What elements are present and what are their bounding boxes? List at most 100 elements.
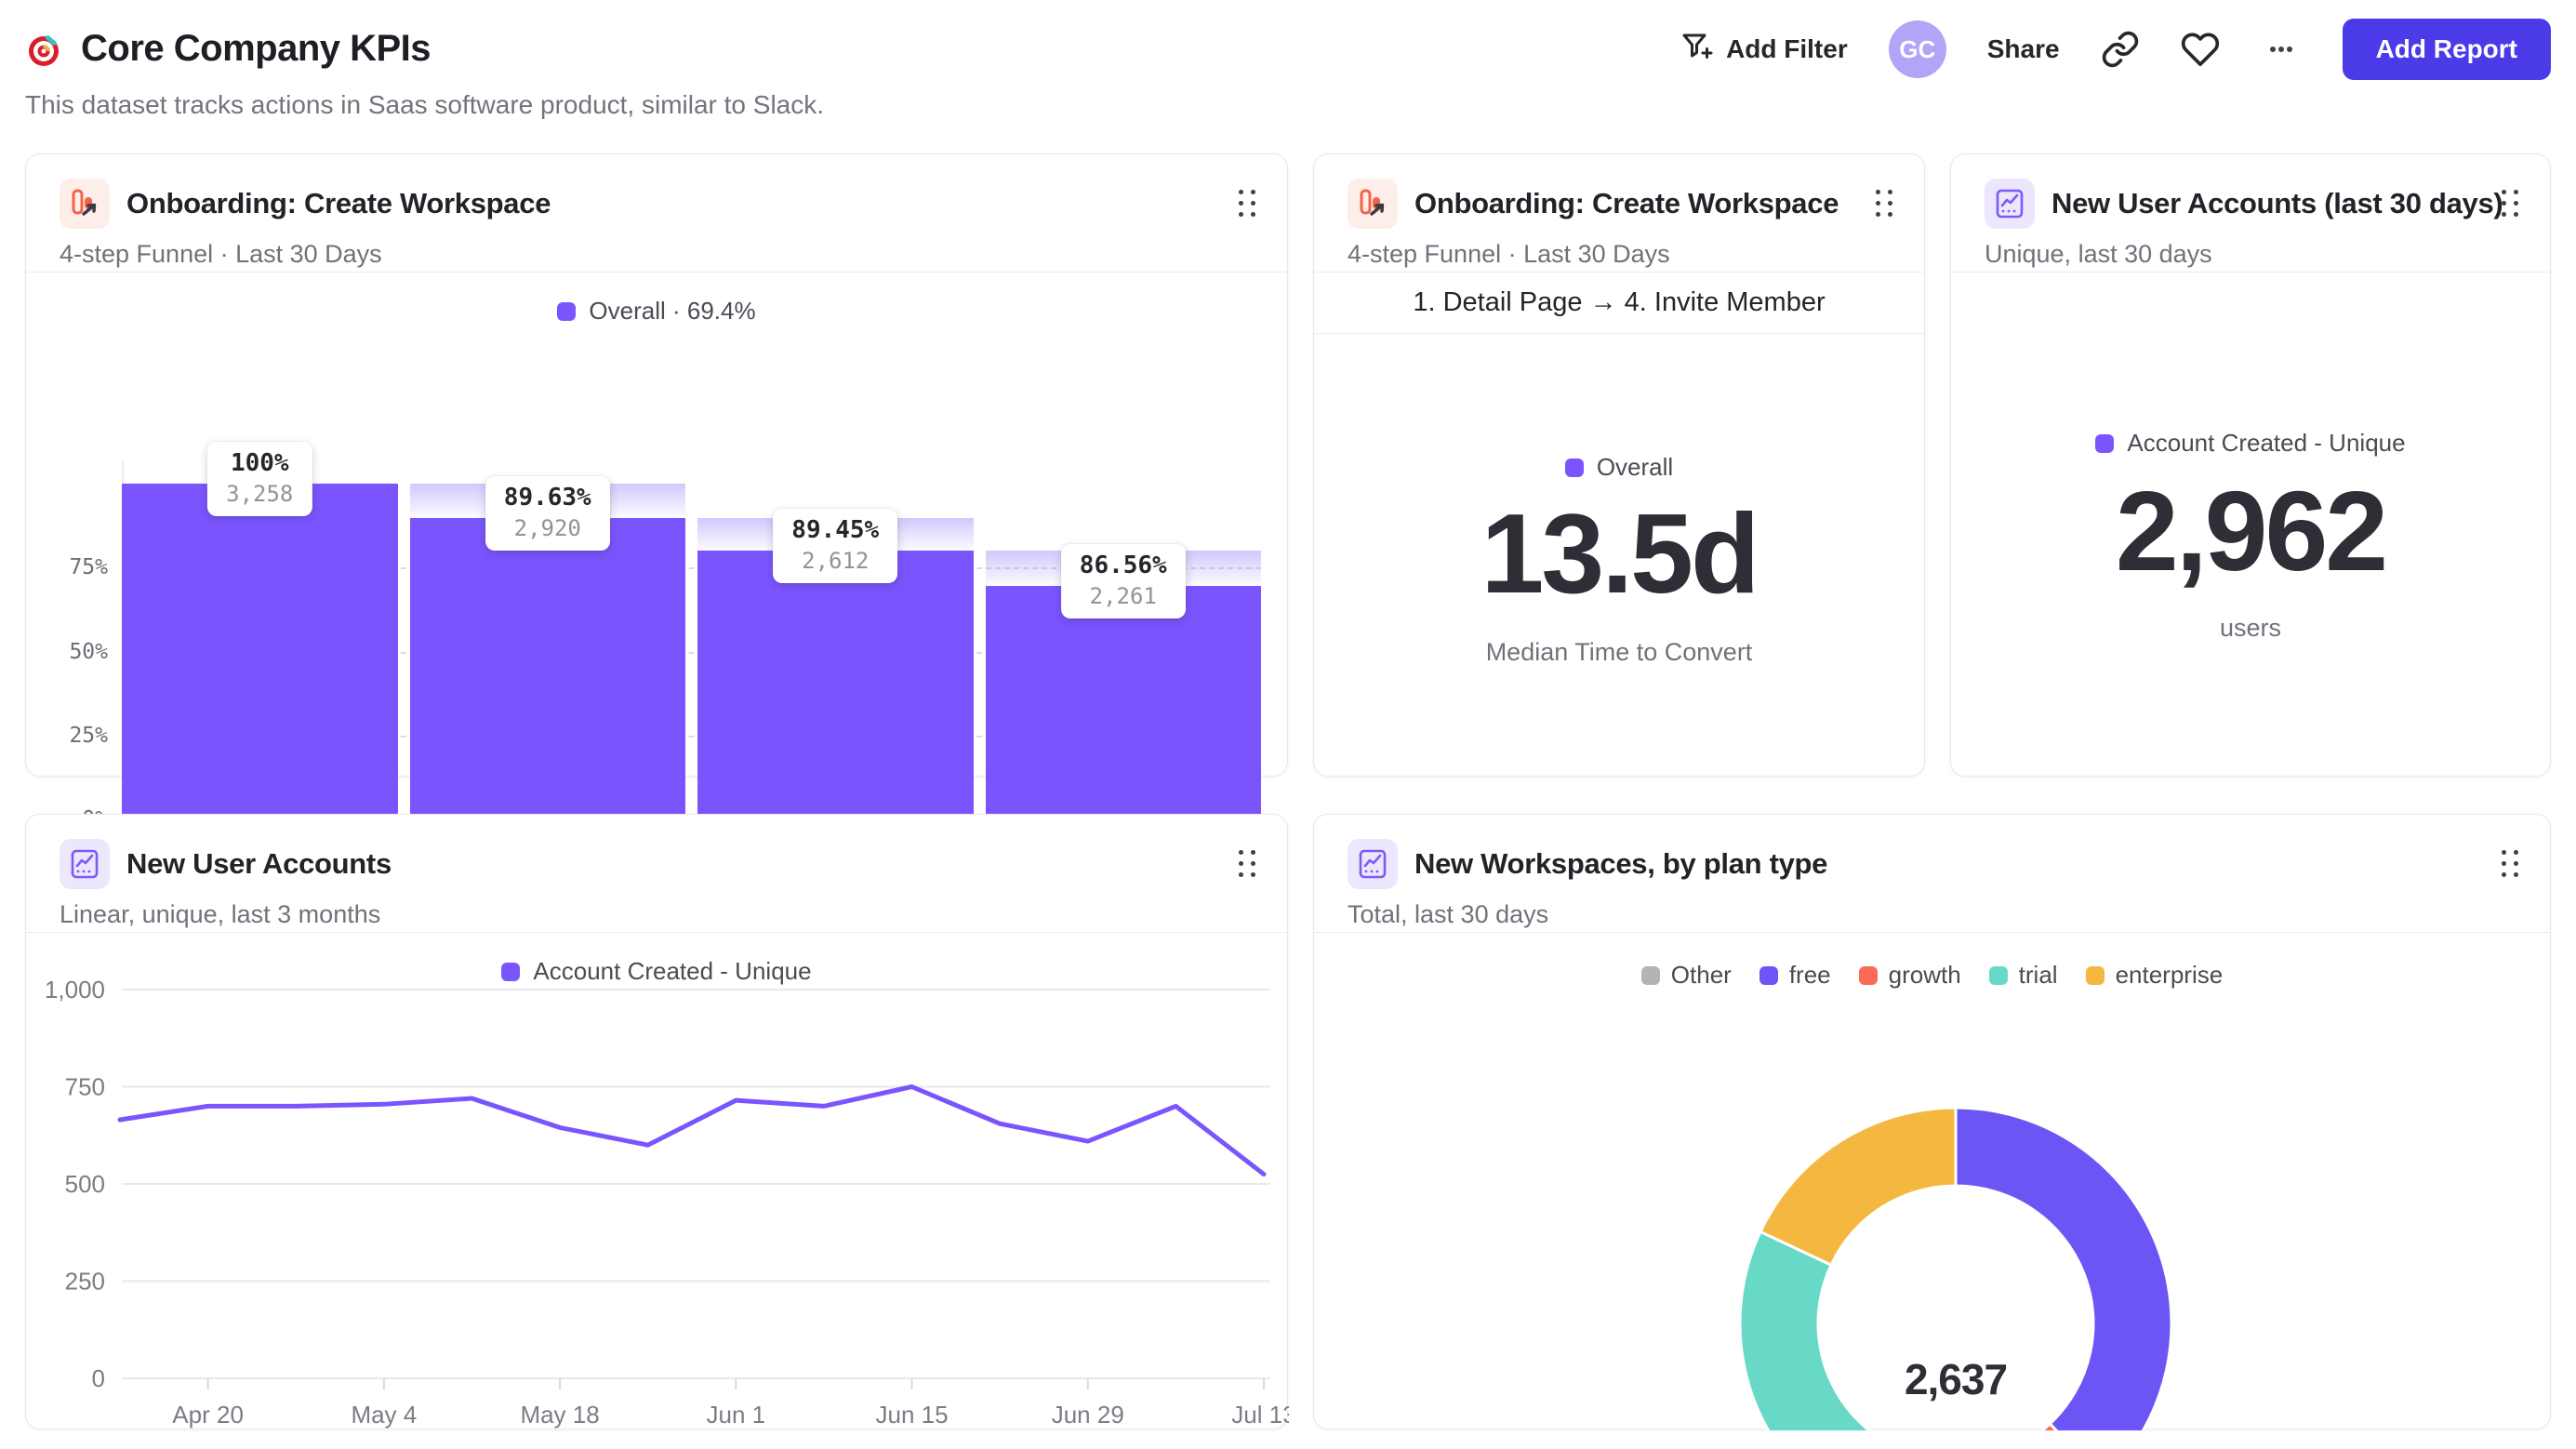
legend[interactable]: Overall [1564,453,1674,482]
card-header: Onboarding: Create Workspace 4-step Funn… [26,154,1287,273]
card-header: Onboarding: Create Workspace 4-step Funn… [1314,154,1924,273]
legend-swatch [1988,965,2008,985]
x-axis-tick: Jul 13 [1231,1401,1289,1429]
legend-item-free[interactable]: free [1759,961,1831,990]
y-axis-tick: 500 [65,1170,105,1198]
donut-slice-trial[interactable] [1738,1230,1874,1449]
page-title: Core Company KPIs [81,28,432,69]
card-new-user-accounts-30d: New User Accounts (last 30 days) Unique,… [1950,153,2551,777]
legend[interactable]: Account Created - Unique [2095,429,2406,458]
x-axis-tick: May 18 [520,1401,599,1429]
funnel-bar[interactable] [985,586,1261,819]
copy-link-icon[interactable] [2101,30,2140,69]
card-subtitle: Unique, last 30 days [1985,240,2212,268]
share-button[interactable]: Share [1986,34,2060,63]
legend-swatch [557,301,577,321]
line-chart-icon [1985,179,2035,229]
legend-swatch [2095,433,2115,453]
y-axis-tick: 25% [69,723,108,748]
donut-chart: Other free growth trial enterprise 2,637 [1314,933,2550,1449]
metric-caption: users [2219,614,2282,642]
x-axis-tick: Jun 15 [875,1401,948,1429]
legend-swatch [1640,965,1660,985]
x-axis-tick: May 4 [351,1401,417,1429]
legend-item-growth[interactable]: growth [1858,961,1961,990]
donut-total: 2,637 [1904,1355,2008,1403]
board-target-icon [25,29,66,70]
gridline [122,651,1261,654]
drag-handle-icon[interactable] [1239,190,1255,217]
donut-slice-free[interactable] [1954,1106,2173,1449]
drag-handle-icon[interactable] [1239,850,1255,877]
avatar[interactable]: GC [1888,20,1946,78]
funnel-bar[interactable] [697,550,974,819]
line-chart-icon [1348,839,1398,889]
card-onboarding-funnel: Onboarding: Create Workspace 4-step Funn… [25,153,1288,891]
metric-caption: Median Time to Convert [1485,638,1753,666]
card-subtitle: Total, last 30 days [1348,900,1549,928]
funnel-chart: Overall · 69.4% 75%50%25%0%100%3,2581Det… [26,273,1287,891]
line-chart-icon [60,839,110,889]
card-subtitle: 4-step Funnel · Last 30 Days [60,240,382,268]
funnel-bar-label: 89.63% 2,920 [485,476,610,552]
legend-item-enterprise[interactable]: enterprise [2085,961,2224,990]
card-subtitle: Linear, unique, last 3 months [60,900,381,928]
add-filter-button[interactable]: Add Filter [1678,28,1848,72]
y-axis-tick: 0 [92,1364,105,1392]
page-subtitle: This dataset tracks actions in Saas soft… [25,90,825,119]
legend[interactable]: Overall · 69.4% [26,297,1287,326]
legend: Other free growth trial enterprise [1314,961,2550,990]
card-title: New User Accounts (last 30 days) [2052,187,2503,219]
y-axis-tick: 75% [69,555,108,580]
drag-handle-icon[interactable] [1876,190,1892,217]
y-axis-tick: 1,000 [45,976,105,1004]
legend-label: Overall [1596,453,1674,481]
card-title: New User Accounts [126,847,392,880]
legend-swatch [1564,458,1584,477]
drag-handle-icon[interactable] [2502,850,2518,877]
add-report-button[interactable]: Add Report [2342,19,2551,80]
funnel-bar-label: 100% 3,258 [207,442,312,516]
legend-label: trial [2018,961,2058,989]
funnel-bar[interactable] [409,518,685,819]
card-header: New Workspaces, by plan type Total, last… [1314,815,2550,933]
y-axis-tick: 750 [65,1073,105,1101]
card-header: New User Accounts (last 30 days) Unique,… [1951,154,2550,273]
legend[interactable]: Account Created - Unique [26,957,1287,986]
donut-slice-enterprise[interactable] [1759,1106,1958,1268]
gridline [122,735,1261,738]
funnel-chart-icon [60,179,110,229]
x-axis-tick: Apr 20 [172,1401,244,1429]
more-options-icon[interactable] [2261,29,2302,70]
favorite-heart-icon[interactable] [2181,30,2220,69]
legend-swatch [1858,965,1878,985]
drag-handle-icon[interactable] [2502,190,2518,217]
legend-label: Account Created - Unique [533,957,812,985]
legend-label: Account Created - Unique [2127,429,2406,457]
donut-plot [1738,1106,2173,1449]
filter-plus-icon [1678,28,1715,72]
legend-label: Overall · 69.4% [589,297,756,325]
card-new-user-accounts-trend: New User Accounts Linear, unique, last 3… [25,814,1289,1429]
x-axis-tick: Jun 29 [1052,1401,1124,1429]
y-axis-tick: 250 [65,1268,105,1296]
legend-label: free [1788,961,1831,989]
median-time-value: 13.5d [1481,490,1760,617]
legend-label: growth [1888,961,1961,989]
legend-label: enterprise [2115,961,2224,989]
line-chart: Account Created - Unique 0 250 500 750 1,000… [26,933,1289,1429]
card-time-to-convert: Onboarding: Create Workspace 4-step Funn… [1313,153,1925,777]
card-title: New Workspaces, by plan type [1414,847,1828,880]
funnel-bar[interactable] [122,484,398,819]
funnel-chart-icon [1348,179,1398,229]
x-axis-tick: Jun 1 [707,1401,766,1429]
y-axis-tick: 50% [69,639,108,664]
legend-swatch [501,962,521,981]
funnel-step-range: 1. Detail Page → 4. Invite Member [1314,273,1924,334]
trend-line-series[interactable] [117,1084,1267,1177]
legend-swatch [2085,965,2105,985]
legend-item-trial[interactable]: trial [1988,961,2058,990]
legend-item-other[interactable]: Other [1640,961,1732,990]
funnel-bar-label: 89.45% 2,612 [773,508,898,583]
